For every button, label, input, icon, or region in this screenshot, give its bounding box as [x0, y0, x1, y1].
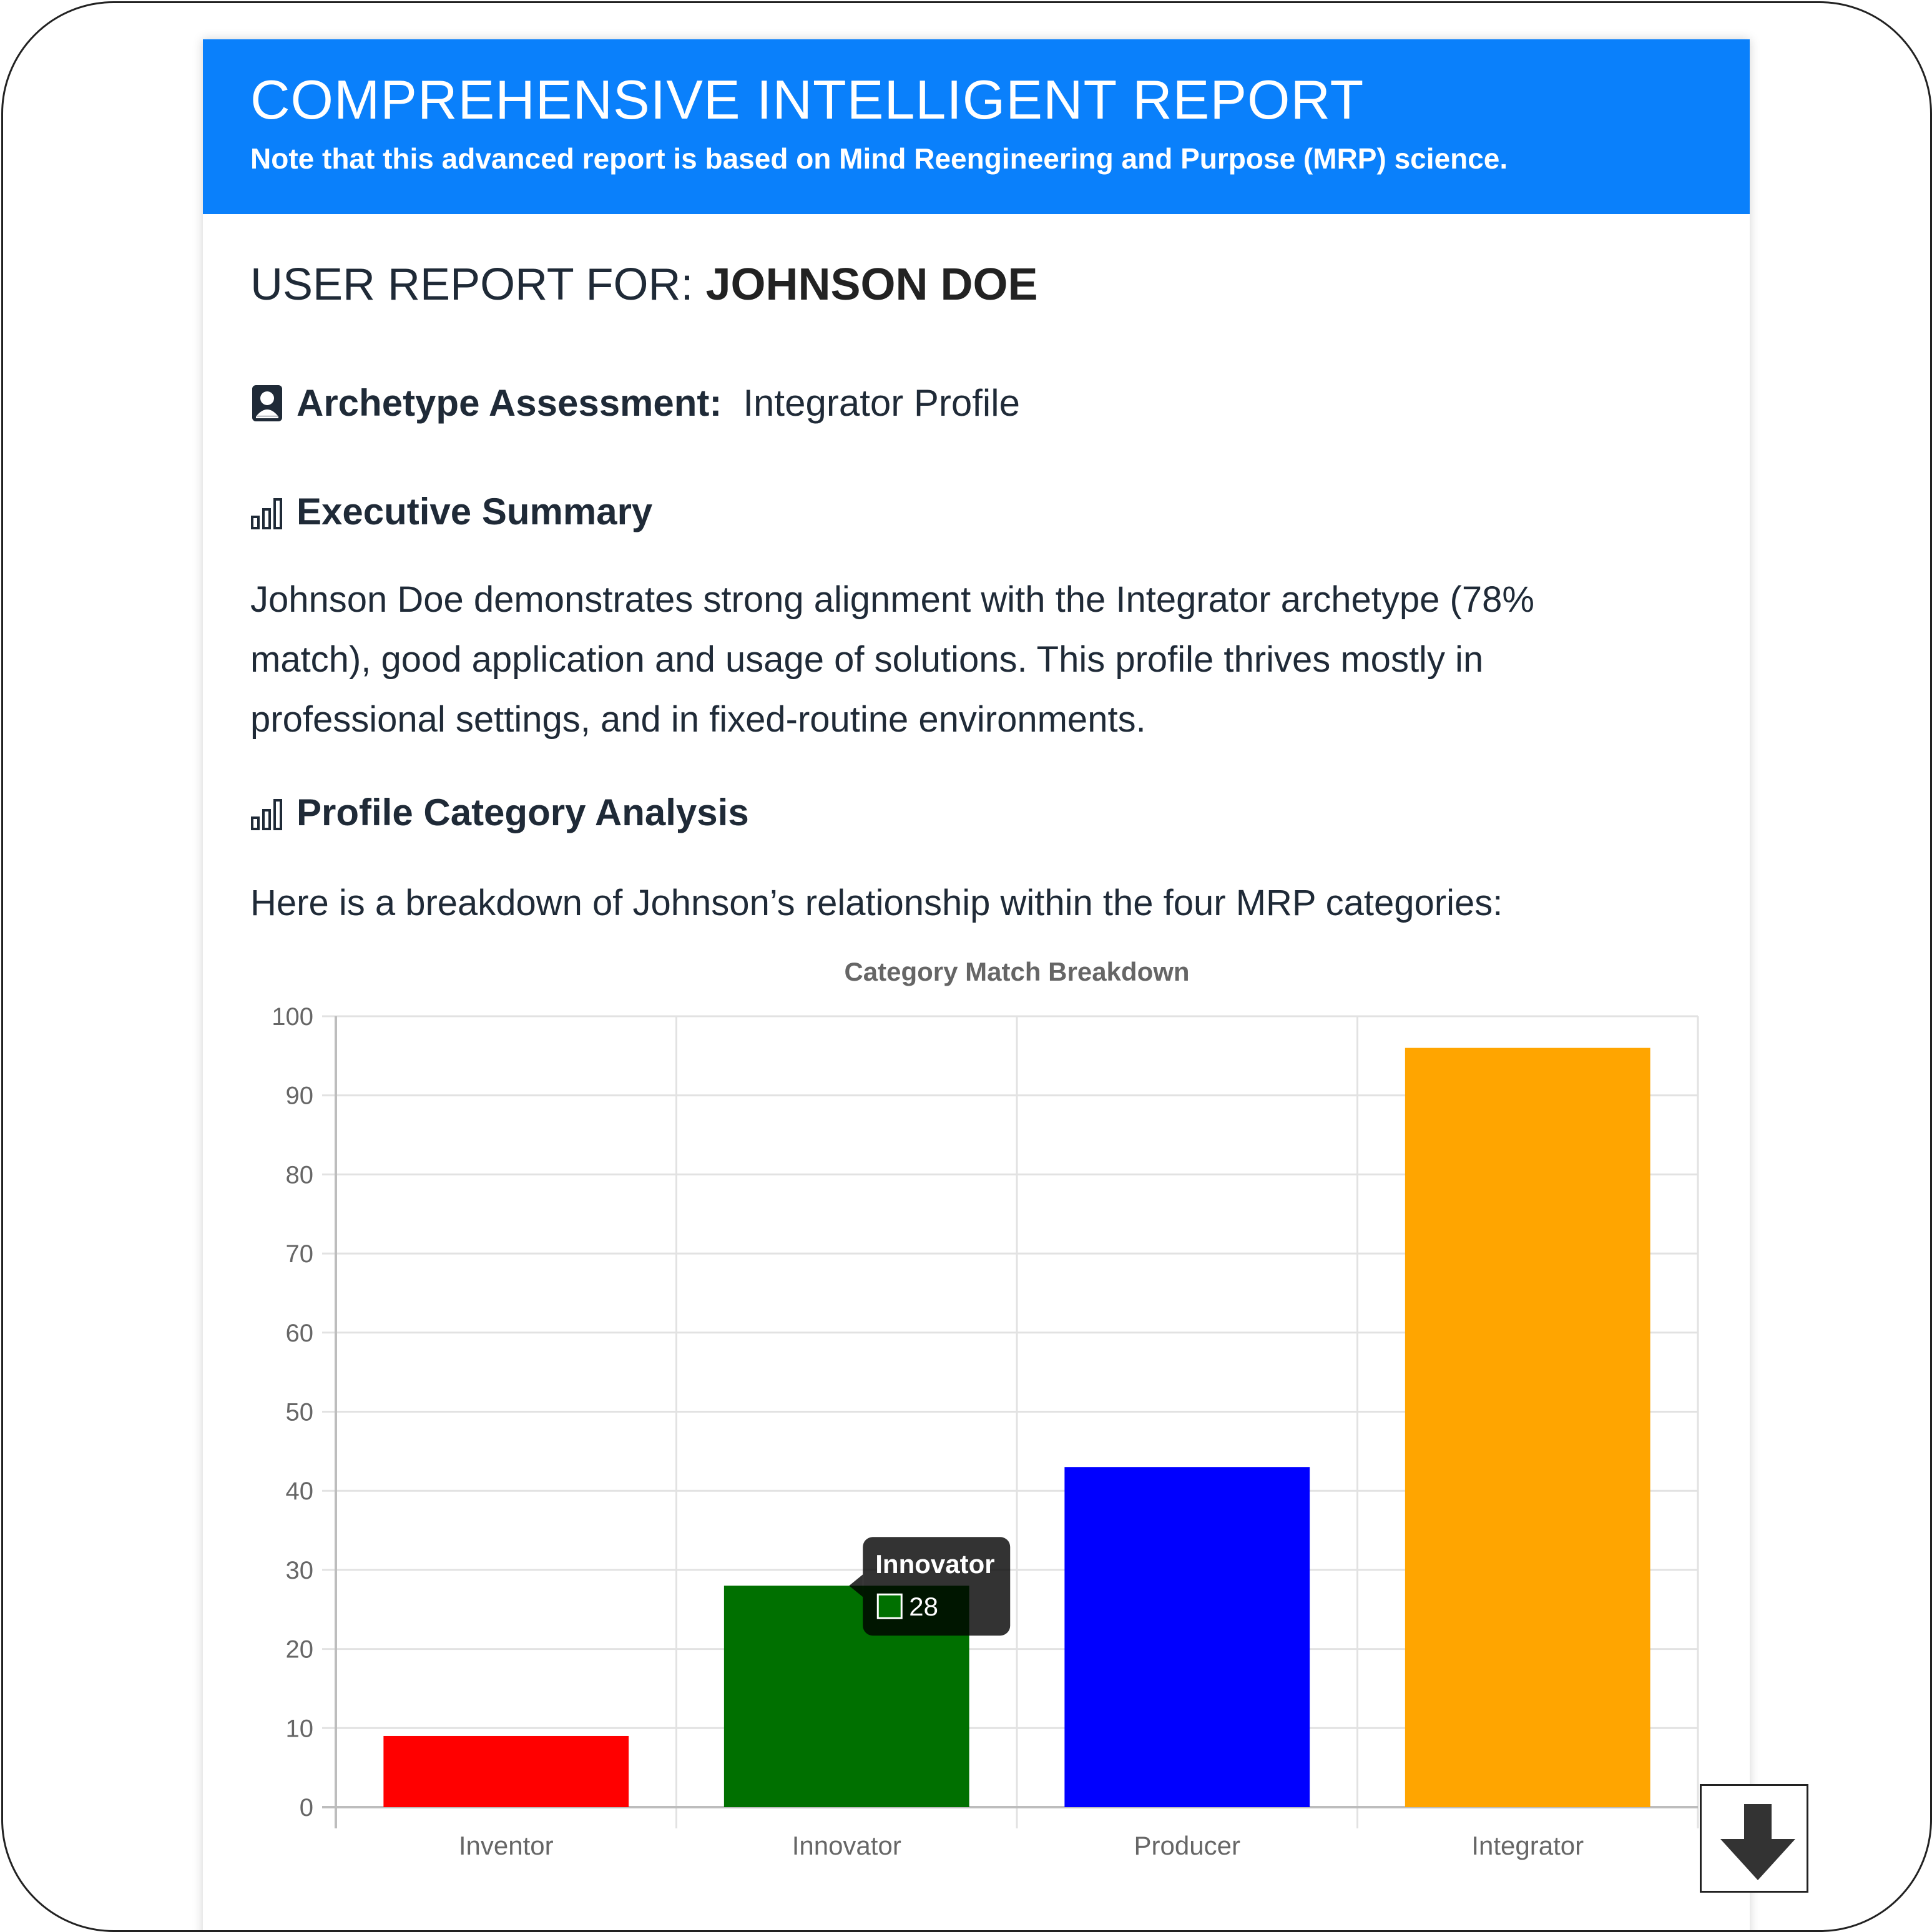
- y-tick-label: 30: [286, 1557, 314, 1584]
- archetype-value: Integrator Profile: [743, 382, 1020, 424]
- y-tick-label: 90: [286, 1082, 314, 1110]
- x-tick-label: Producer: [1134, 1831, 1240, 1860]
- tooltip-caret: [849, 1574, 863, 1597]
- tooltip-title: Innovator: [875, 1549, 994, 1579]
- summary-heading: Executive Summary: [297, 491, 653, 532]
- y-tick-label: 0: [300, 1794, 313, 1822]
- summary-text: Johnson Doe demonstrates strong alignmen…: [250, 579, 1534, 740]
- user-report-heading: USER REPORT FOR: JOHNSON DOE: [250, 259, 1038, 310]
- bar-producer: [1064, 1467, 1310, 1807]
- bar-chart-icon: [250, 492, 284, 532]
- report-banner: COMPREHENSIVE INTELLIGENT REPORT Note th…: [203, 39, 1750, 214]
- chart-title: Category Match Breakdown: [844, 957, 1189, 986]
- download-button[interactable]: [1700, 1784, 1808, 1893]
- x-tick-label: Innovator: [792, 1831, 901, 1860]
- y-tick-label: 50: [286, 1399, 314, 1426]
- user-report-prefix: USER REPORT FOR:: [250, 260, 694, 310]
- bar-chart-icon: [250, 793, 284, 833]
- y-tick-label: 10: [286, 1715, 314, 1742]
- tooltip-value: 28: [909, 1592, 938, 1621]
- user-badge-icon: [250, 383, 284, 423]
- x-tick-label: Integrator: [1471, 1831, 1584, 1860]
- y-tick-label: 100: [272, 1003, 313, 1031]
- analysis-heading-row: Profile Category Analysis: [250, 791, 749, 834]
- archetype-row: Archetype Assessment: Integrator Profile: [250, 381, 1020, 424]
- category-bar-chart: Category Match Breakdown 0 10 20 30 40 50 60 70 8…: [272, 957, 1699, 1860]
- report-card: COMPREHENSIVE INTELLIGENT REPORT Note th…: [203, 39, 1750, 1930]
- report-title: COMPREHENSIVE INTELLIGENT REPORT: [250, 69, 1365, 130]
- archetype-label: Archetype Assessment:: [297, 382, 722, 424]
- report-note: Note that this advanced report is based …: [250, 142, 1508, 175]
- y-tick-label: 70: [286, 1240, 314, 1268]
- y-tick-label: 40: [286, 1478, 314, 1505]
- user-name: JOHNSON DOE: [705, 260, 1038, 310]
- bar-integrator: [1405, 1047, 1650, 1807]
- analysis-text: Here is a breakdown of Johnson’s relatio…: [250, 883, 1503, 923]
- y-tick-label: 20: [286, 1636, 314, 1664]
- y-tick-label: 80: [286, 1161, 314, 1189]
- y-tick-label: 60: [286, 1320, 314, 1347]
- bar-inventor: [383, 1735, 629, 1807]
- summary-heading-row: Executive Summary: [250, 490, 652, 533]
- analysis-heading: Profile Category Analysis: [297, 792, 749, 833]
- x-tick-label: Inventor: [459, 1831, 554, 1860]
- tooltip-swatch: [876, 1593, 903, 1619]
- download-arrow-icon: [1720, 1804, 1795, 1880]
